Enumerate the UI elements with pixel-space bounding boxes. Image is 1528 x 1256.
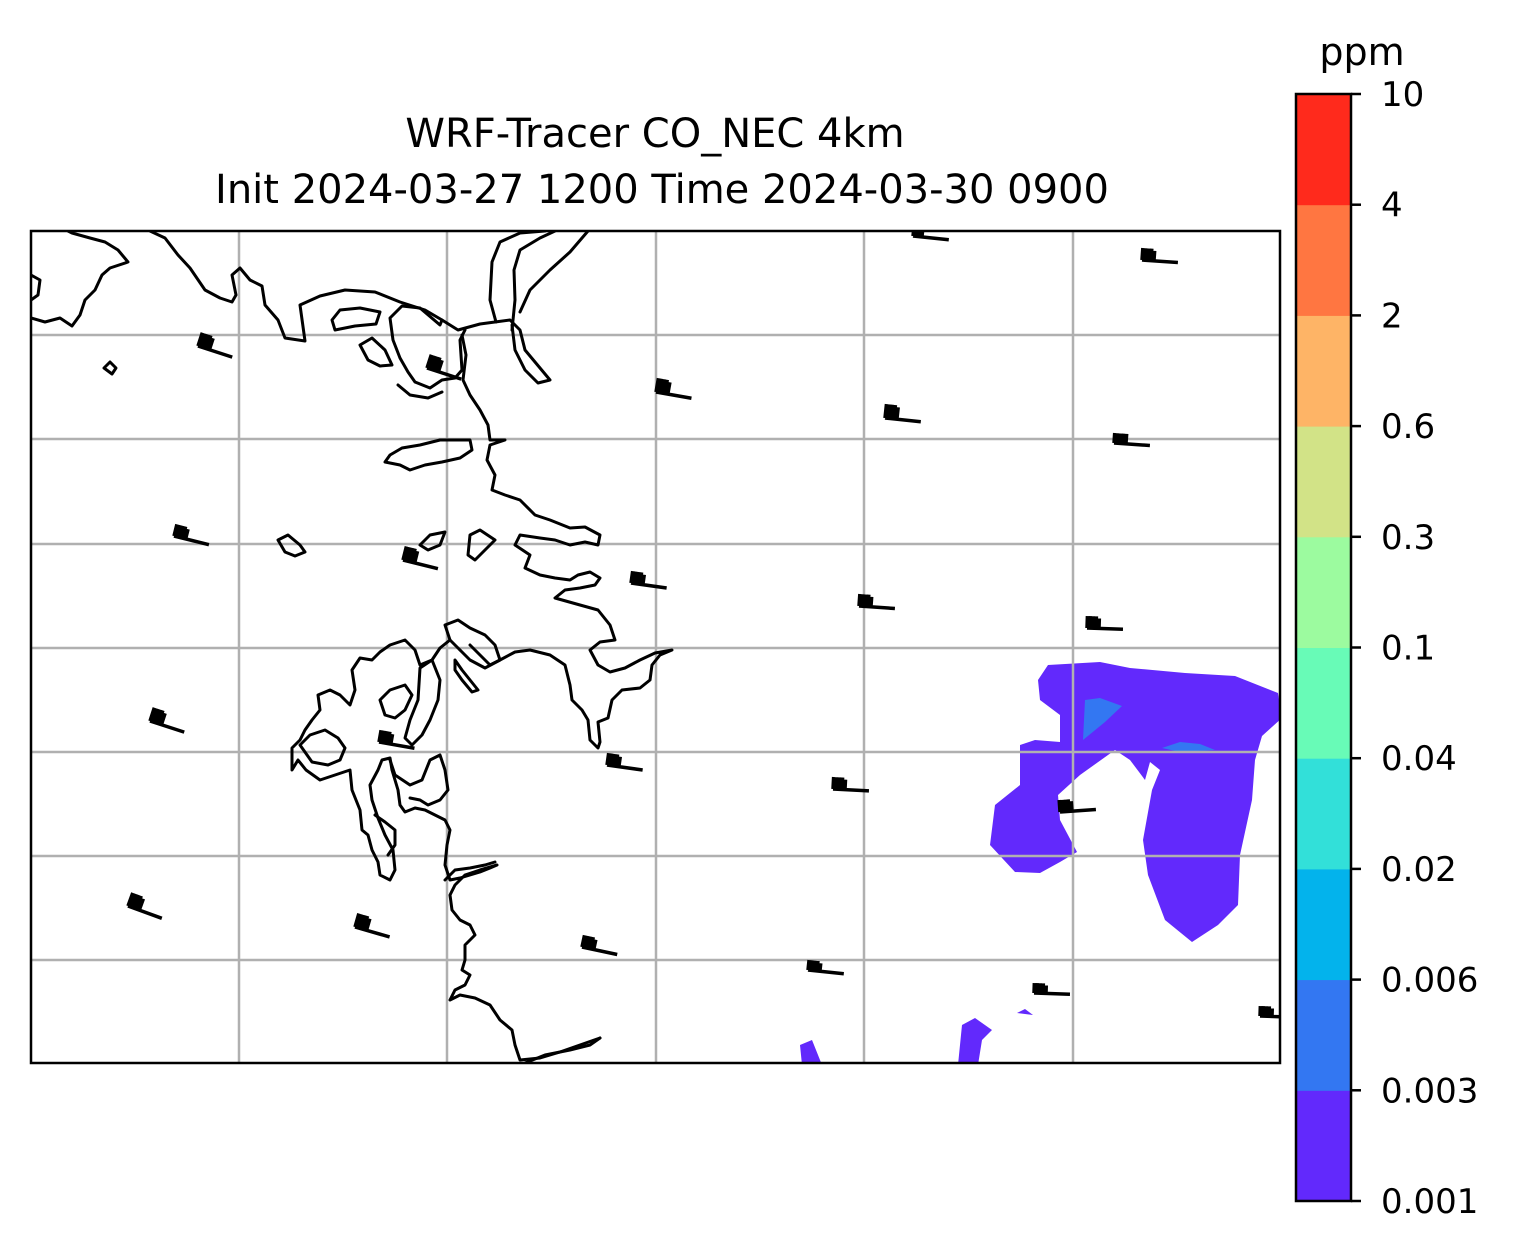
colorbar-ticks: 0.001 0.003 0.006 0.02 0.04 0.1 0.3 0.6 2 4 10 [1351,75,1478,1222]
wind-barb [806,959,844,976]
wind-barb [401,545,439,571]
colorbar-tick-label: 0.006 [1381,961,1478,1001]
colorbar-tick-label: 4 [1381,186,1403,226]
colorbar-swatch [1296,315,1351,427]
colorbar: ppm 0.001 0.003 0.006 0.02 0.04 0.1 0.3 0.6 2 4 10 [1294,30,1478,1222]
wind-barb [883,403,921,424]
wind-barb [353,913,391,939]
map-frame [29,229,1282,1065]
colorbar-swatch [1296,868,1351,981]
wind-barb [1258,1005,1280,1020]
wind-barb [425,354,462,381]
wind-barb [126,892,163,920]
colorbar-tick-label: 10 [1381,75,1424,115]
wind-barb [148,707,185,734]
colorbar-swatch [1296,426,1351,538]
wind-barbs [126,231,1280,1020]
wind-barb [1085,615,1124,632]
wind-barb [857,593,896,611]
colorbar-tick-label: 0.003 [1381,1071,1478,1111]
title-line-2: Init 2024-03-27 1200 Time 2024-03-30 090… [215,167,1109,213]
wind-barb [1032,982,1071,997]
colorbar-swatch [1296,1090,1351,1202]
colorbar-tick-label: 0.001 [1381,1182,1478,1222]
colorbar-tick-label: 0.04 [1381,739,1457,779]
colorbar-swatches [1296,94,1351,1202]
colorbar-swatch [1296,204,1351,316]
colorbar-tick-label: 2 [1381,296,1403,336]
colorbar-tick-label: 0.6 [1381,407,1435,447]
colorbar-swatch [1296,536,1351,648]
colorbar-swatch [1296,758,1351,870]
plume-0001 [800,662,1280,1063]
colorbar-swatch [1296,94,1351,206]
wind-barb [1057,799,1097,814]
colorbar-swatch [1296,647,1351,759]
wind-barb [654,377,692,400]
wind-barb [377,729,415,750]
wind-barb [196,332,233,359]
title-line-1: WRF-Tracer CO_NEC 4km [405,111,904,157]
colorbar-unit-label: ppm [1319,30,1404,74]
coastlines [31,231,674,1063]
gridlines [31,231,1280,1063]
wind-barb [605,752,643,772]
wind-barb [580,934,618,957]
colorbar-tick-label: 0.1 [1381,629,1435,669]
colorbar-swatch [1296,979,1351,1091]
wind-barb [1140,247,1179,265]
wind-barb [629,570,667,590]
wind-barb [831,776,870,793]
plume-0003 [1083,698,1215,752]
map-panel [29,229,1282,1065]
colorbar-tick-label: 0.3 [1381,518,1435,558]
colorbar-tick-label: 0.02 [1381,850,1457,890]
wind-barb [172,523,210,547]
wind-barb [1112,432,1151,448]
